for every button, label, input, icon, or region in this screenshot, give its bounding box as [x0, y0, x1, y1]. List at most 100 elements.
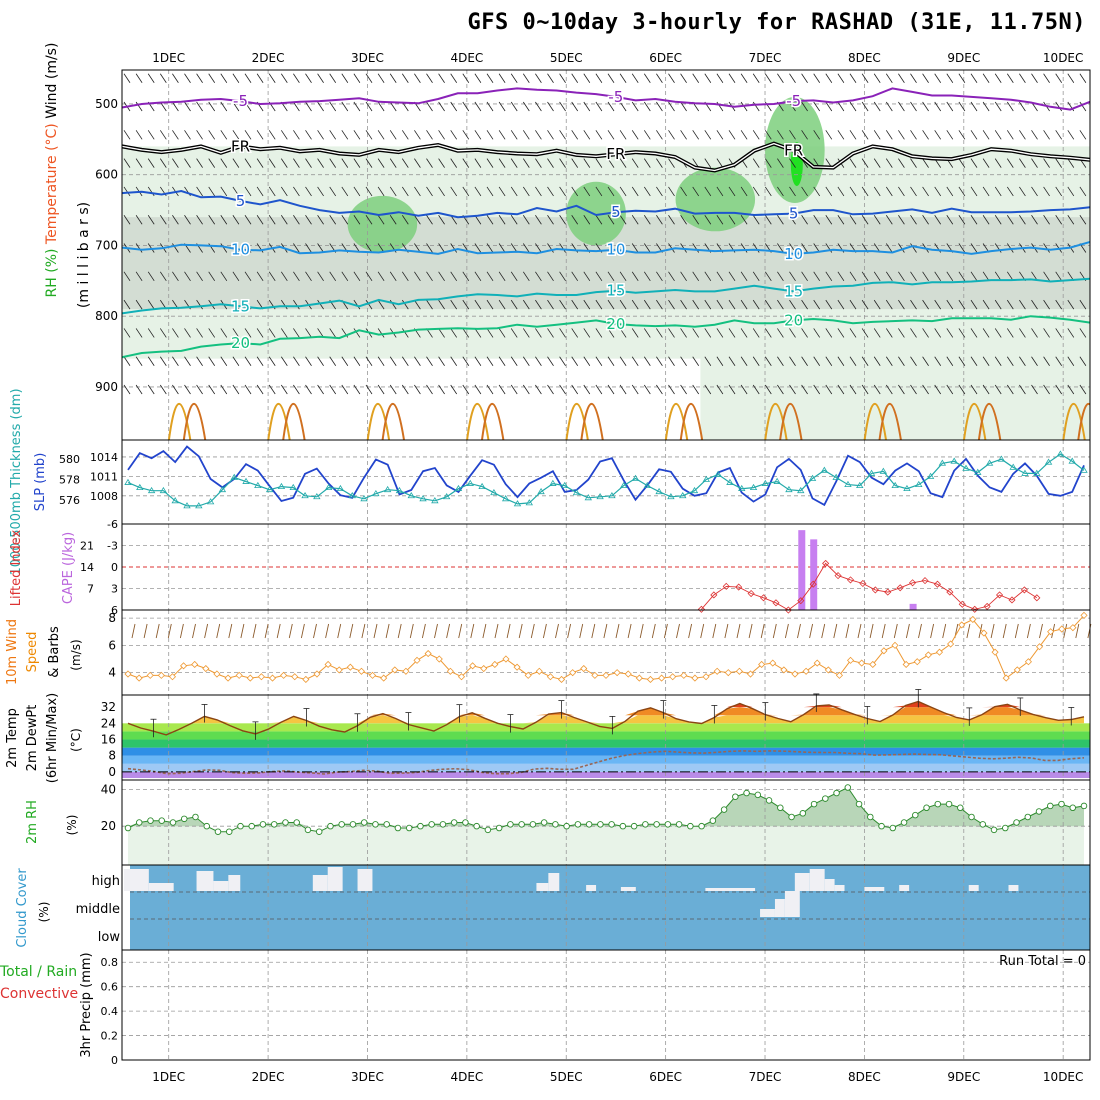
wind-barb	[341, 384, 349, 395]
thickness-point	[702, 475, 711, 482]
thickness-point	[171, 497, 179, 504]
cloud-high-block	[809, 869, 825, 891]
profile-y-label: RH (%) Temperature (°C) Wind (m/s)	[44, 43, 60, 298]
wind-barb	[377, 299, 385, 310]
wind-barb	[861, 356, 869, 366]
wind-barb	[293, 328, 300, 338]
wind-barb	[619, 73, 627, 83]
wind-barb	[970, 243, 978, 253]
thickness-point	[454, 484, 463, 492]
lifted-index-point	[971, 605, 979, 613]
wind-barb	[607, 186, 615, 197]
wind-barb	[365, 101, 373, 112]
wind-barb	[535, 130, 542, 140]
wind-barb	[607, 158, 615, 168]
warm-contour	[466, 403, 490, 440]
wind-barb	[196, 384, 203, 395]
x-date-label-top: 1DEC	[152, 51, 185, 65]
wind-barb	[607, 271, 615, 282]
wind-barb-10m	[821, 623, 826, 639]
wind-speed-point	[313, 670, 321, 678]
thickness-tick-label: 580	[59, 453, 80, 466]
rh-point	[237, 822, 244, 830]
wind-barb	[522, 158, 530, 168]
wind-barb	[547, 158, 554, 168]
wind-barb	[293, 215, 300, 225]
wind-barb-10m	[337, 623, 342, 639]
wind-barb	[728, 299, 736, 310]
wind-barb	[777, 328, 784, 338]
rh-point	[968, 813, 975, 821]
wind-barb	[547, 328, 554, 338]
rh-point	[473, 822, 480, 830]
cape-bar	[909, 603, 917, 610]
wind-barb	[704, 73, 712, 83]
wind-barb	[438, 101, 445, 112]
wind-barb	[716, 271, 724, 282]
lifted-index-point	[995, 591, 1004, 599]
wind-barb	[583, 356, 591, 366]
wind-barb	[293, 356, 300, 366]
rh-point	[259, 821, 267, 828]
cloud-high-block	[213, 881, 229, 891]
wind-barb	[268, 271, 276, 282]
wind-speed-point	[969, 615, 977, 624]
wind-barb	[305, 356, 312, 366]
wind-barb-10m	[373, 623, 378, 639]
wind-barb	[268, 73, 276, 83]
wind-barb	[135, 243, 143, 253]
wind-barb-10m	[530, 623, 535, 639]
rh-point	[855, 800, 863, 808]
wind-barb	[401, 384, 409, 395]
wind-barb	[861, 271, 869, 282]
thickness-point	[490, 488, 498, 496]
wind-barb-10m	[966, 623, 971, 639]
li-tick-label: -6	[107, 518, 118, 531]
wind-barb	[232, 384, 240, 395]
wind-barb-10m	[772, 623, 777, 639]
wind-speed-point	[580, 664, 588, 673]
wind-barb	[256, 130, 264, 140]
wind-speed-point	[1058, 625, 1066, 633]
wind-y-label-3: & Barbs	[47, 626, 62, 678]
wind-barb	[401, 73, 409, 83]
wind-barb	[1019, 356, 1026, 366]
thickness-point	[501, 495, 510, 502]
wind-barb	[438, 73, 445, 83]
wind-speed-point	[869, 660, 877, 669]
wind-barb	[329, 130, 337, 140]
wind-speed-point	[880, 647, 888, 655]
wind-barb	[1006, 299, 1014, 310]
wind-speed-point	[535, 667, 543, 675]
precip-tick-label: 0	[111, 1054, 118, 1067]
wind-barb-10m	[288, 623, 293, 639]
wind-barb	[1019, 186, 1026, 197]
wind-barb	[885, 328, 893, 338]
wind-barb	[946, 328, 954, 338]
wind-barb	[486, 215, 494, 225]
wind-barb	[305, 271, 312, 282]
wind-barb	[728, 356, 736, 366]
wind-barb	[401, 271, 409, 282]
wind-barb	[656, 299, 663, 310]
wind-barb	[353, 356, 361, 366]
wind-barb	[752, 299, 760, 310]
wind-barb	[172, 215, 179, 225]
wind-barb	[825, 101, 833, 112]
wind-barb	[462, 356, 470, 366]
temperature-contour-label: FR	[606, 145, 625, 163]
wind-barb	[958, 299, 966, 310]
thickness-point	[230, 473, 238, 480]
thickness-point	[690, 486, 699, 494]
rh-point	[777, 804, 784, 812]
wind-barb	[910, 243, 917, 253]
thickness-point	[903, 484, 911, 492]
wind-barb	[958, 271, 966, 282]
wind-barb	[305, 328, 312, 338]
wind-barb	[571, 130, 579, 140]
lifted-index-line	[701, 562, 1038, 611]
wind-barb	[1031, 186, 1038, 197]
wind-barb	[559, 243, 566, 253]
wind-barb	[317, 271, 324, 282]
wind-barb	[873, 356, 881, 366]
